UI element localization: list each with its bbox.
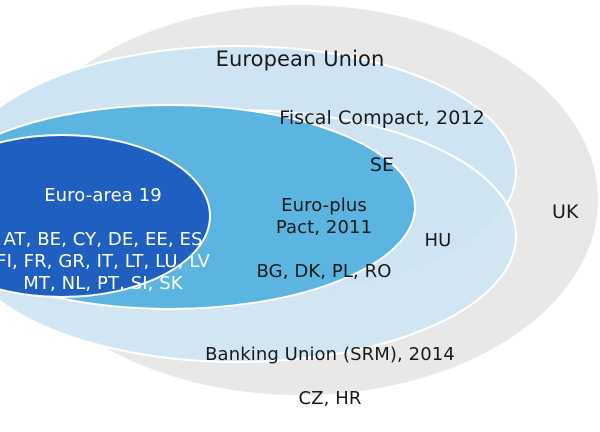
venn-diagram: European Union Fiscal Compact, 2012 SE E… <box>0 3 600 409</box>
label-united-kingdom: UK <box>552 178 600 224</box>
venn-shapes <box>0 3 600 397</box>
ellipse-euro-area <box>0 134 211 298</box>
label-euro-area: Euro-area 19 AT, BE, CY, DE, EE, ES FI, … <box>0 163 210 317</box>
label-hungary: HU <box>408 208 468 252</box>
label-euro-area-members: AT, BE, CY, DE, EE, ES FI, FR, GR, IT, L… <box>0 228 210 294</box>
label-european-union-text: European Union <box>215 46 385 71</box>
label-euro-area-text: Euro-area 19 <box>44 184 162 206</box>
label-united-kingdom-text: UK <box>552 201 579 224</box>
label-fiscal-compact: Fiscal Compact, 2012 SE <box>238 84 526 200</box>
label-fiscal-compact-members: SE <box>369 153 395 176</box>
label-euro-plus-pact-text: Euro-plus Pact, 2011 <box>275 194 373 238</box>
label-euro-plus-pact: Euro-plus Pact, 2011 BG, DK, PL, RO <box>238 173 410 305</box>
label-banking-union-text: Banking Union (SRM), 2014 <box>205 343 455 365</box>
label-european-union: European Union <box>150 21 450 72</box>
label-banking-union: Banking Union (SRM), 2014 CZ, HR <box>170 322 490 432</box>
label-hungary-text: HU <box>424 229 452 251</box>
label-euro-plus-pact-members: BG, DK, PL, RO <box>256 260 392 282</box>
label-banking-union-members: CZ, HR <box>298 387 362 409</box>
label-fiscal-compact-text: Fiscal Compact, 2012 <box>279 107 485 130</box>
